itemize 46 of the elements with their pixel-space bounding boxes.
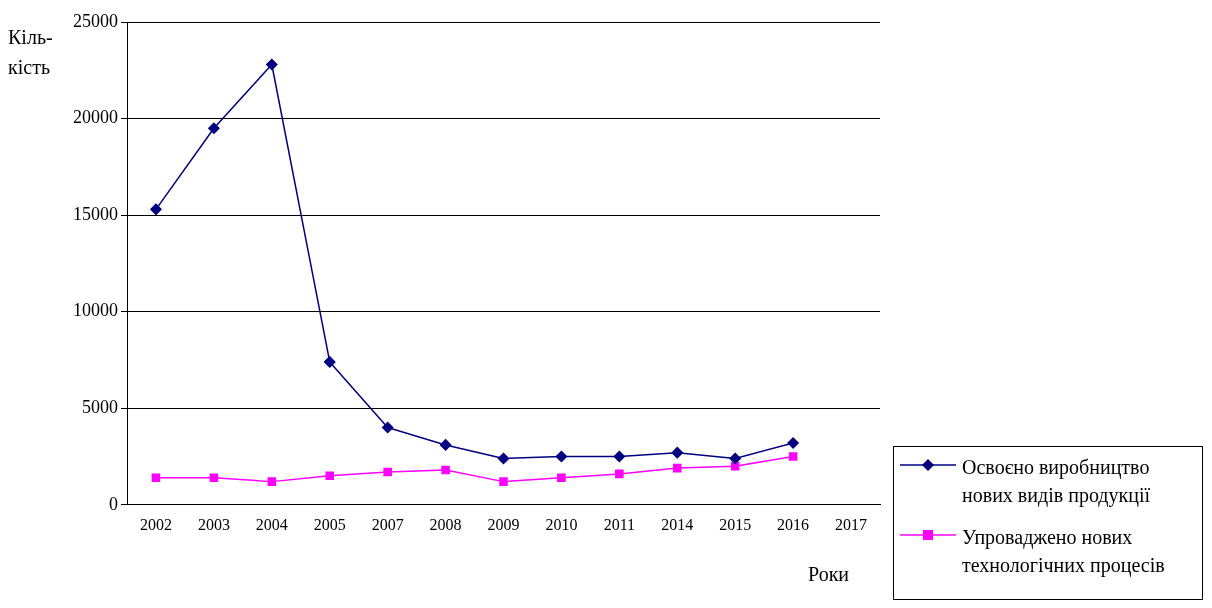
x-tick-label: 2007 (371, 515, 404, 533)
point (209, 473, 219, 483)
point (497, 452, 510, 465)
point (325, 471, 335, 481)
x-tick-label: 2017 (835, 515, 868, 533)
y-tick-label: 20000 (73, 107, 118, 128)
point (557, 473, 566, 483)
y-tick-label: 25000 (73, 10, 118, 31)
point (555, 450, 568, 463)
legend-label: Упроваджено нових технологічних процесів (961, 525, 1166, 579)
y-tick-label: 0 (109, 493, 118, 514)
x-tick-label: 2005 (313, 515, 346, 533)
y-tick-label: 10000 (73, 300, 118, 321)
point (266, 58, 278, 71)
point (787, 437, 799, 449)
x-tick-label: 2014 (661, 515, 694, 533)
point (788, 452, 798, 461)
point (499, 477, 508, 486)
x-tick-label: 2016 (777, 515, 810, 533)
x-tick-label: 2003 (197, 515, 230, 533)
point (381, 421, 394, 434)
point (150, 203, 162, 216)
legend-label: Освоєно виробництво нових видів продукції (961, 455, 1151, 509)
point (439, 439, 452, 451)
x-tick-label: 2002 (139, 515, 172, 533)
point (613, 450, 626, 463)
point (672, 463, 682, 473)
x-tick-label: 2011 (603, 515, 636, 533)
point (383, 467, 392, 477)
point (441, 465, 450, 475)
y-tick-label: 5000 (82, 396, 118, 417)
x-tick-label: 2004 (255, 515, 288, 533)
point (208, 122, 220, 134)
x-tick-label: 2015 (719, 515, 752, 533)
point (671, 446, 684, 459)
x-axis-title: Роки (808, 563, 850, 586)
x-tick-label: 2009 (487, 515, 520, 533)
point (323, 356, 336, 368)
x-tick-label: 2008 (429, 515, 462, 533)
x-tick-label: 2010 (545, 515, 578, 533)
point (267, 477, 277, 486)
y-axis-title: Кіль-кість (8, 25, 54, 80)
point (615, 469, 624, 479)
point (151, 473, 161, 483)
point (729, 452, 741, 465)
y-tick-label: 15000 (73, 203, 118, 224)
